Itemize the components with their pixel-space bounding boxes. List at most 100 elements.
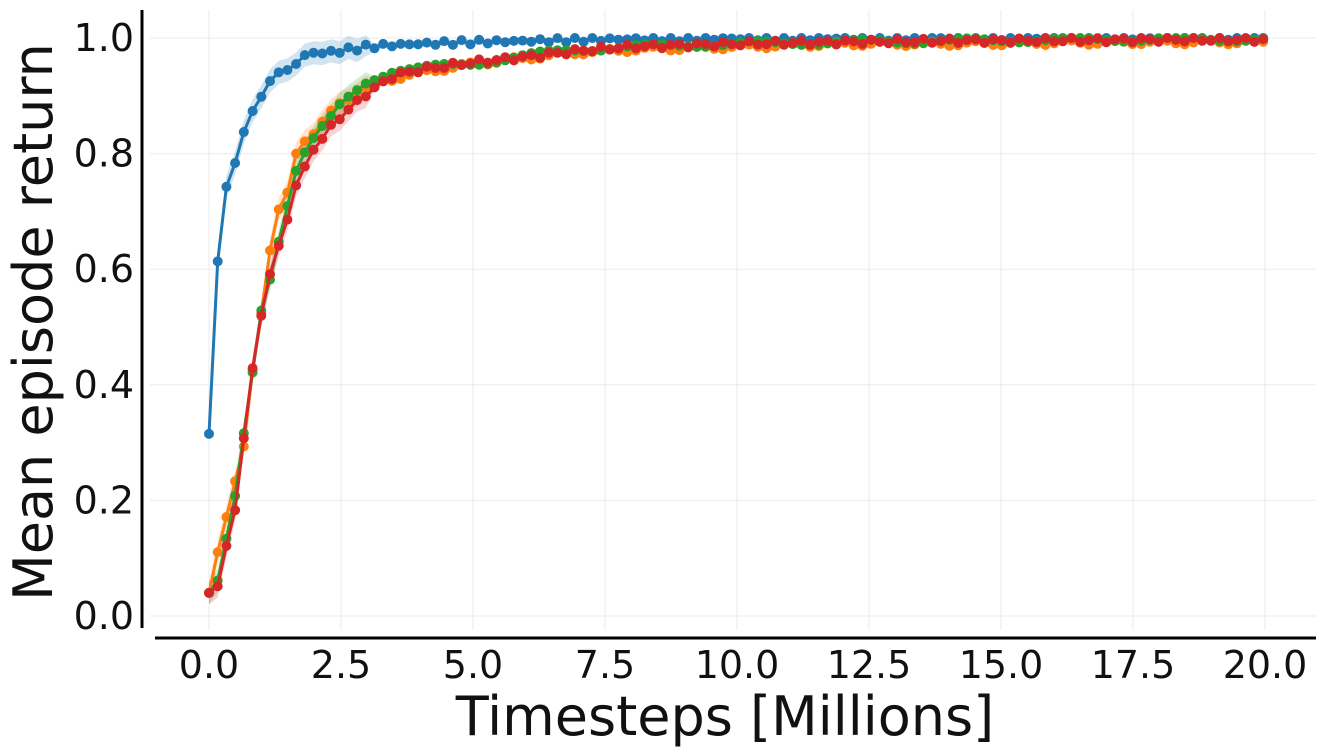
- data-point: [587, 46, 598, 57]
- data-point: [517, 51, 528, 62]
- data-point: [1249, 36, 1260, 47]
- data-point: [787, 38, 798, 48]
- data-point: [1022, 35, 1033, 46]
- data-point: [387, 74, 397, 85]
- data-point: [430, 63, 441, 73]
- data-point: [683, 42, 694, 53]
- data-point: [204, 587, 214, 598]
- data-point: [848, 36, 859, 47]
- data-point: [291, 180, 302, 191]
- data-point: [221, 540, 232, 551]
- data-point: [282, 65, 293, 75]
- data-point: [482, 57, 493, 68]
- data-point: [857, 39, 868, 49]
- data-point: [265, 245, 275, 256]
- data-point: [299, 161, 310, 172]
- series-line-3: [208, 36, 1264, 595]
- data-point: [273, 204, 284, 215]
- data-point: [1188, 33, 1199, 43]
- data-point: [1136, 33, 1147, 44]
- data-point: [1214, 33, 1225, 43]
- data-point: [1031, 37, 1042, 48]
- data-point: [299, 136, 310, 147]
- data-point: [1232, 34, 1242, 45]
- data-point: [613, 34, 624, 45]
- x-tick-label: 15.0: [959, 643, 1044, 687]
- data-point: [613, 43, 624, 54]
- series-line-1: [207, 38, 1264, 594]
- data-point: [639, 41, 650, 52]
- confidence-bands: [209, 35, 1264, 605]
- data-point: [291, 165, 302, 176]
- y-tick-label: 1.0: [74, 16, 134, 60]
- data-point: [378, 76, 389, 87]
- data-point: [604, 33, 615, 44]
- data-point: [604, 44, 615, 55]
- data-point: [517, 35, 528, 46]
- data-point: [761, 39, 772, 50]
- data-point: [465, 39, 476, 50]
- series-line-2: [207, 36, 1264, 594]
- data-point: [447, 39, 458, 50]
- data-point: [369, 75, 380, 86]
- data-point: [212, 581, 223, 592]
- x-tick-label: 10.0: [695, 643, 780, 687]
- data-point: [413, 67, 424, 78]
- data-point: [491, 55, 502, 65]
- y-tick-label: 0.8: [74, 132, 134, 176]
- data-point: [683, 33, 694, 43]
- data-point: [1066, 33, 1077, 43]
- data-point: [238, 127, 249, 137]
- data-point: [1127, 37, 1138, 48]
- data-point: [334, 99, 345, 110]
- x-axis-title: Timesteps [Millions]: [455, 685, 994, 748]
- data-point: [238, 433, 249, 444]
- data-point: [273, 67, 284, 78]
- data-point: [796, 35, 807, 46]
- data-point: [1014, 33, 1025, 44]
- data-point: [343, 104, 354, 115]
- data-point: [265, 76, 275, 87]
- data-point: [526, 50, 537, 61]
- data-point: [674, 39, 685, 50]
- data-point: [317, 121, 328, 131]
- data-point: [831, 39, 842, 50]
- data-point: [334, 47, 345, 58]
- data-point: [944, 33, 955, 44]
- data-point: [561, 49, 572, 60]
- data-point: [813, 36, 824, 47]
- x-tick-label: 12.5: [827, 643, 912, 687]
- data-point: [334, 114, 345, 125]
- data-point: [526, 36, 537, 47]
- data-point: [543, 47, 554, 58]
- data-point: [430, 39, 441, 50]
- data-point: [221, 181, 232, 192]
- data-point: [1153, 36, 1164, 47]
- series-band-3: [209, 35, 1264, 605]
- data-point: [700, 39, 711, 50]
- data-point: [291, 148, 302, 159]
- data-point: [735, 40, 746, 51]
- x-tick-label: 0.0: [179, 643, 239, 687]
- data-point: [1171, 35, 1181, 45]
- data-point: [569, 33, 580, 43]
- data-point: [360, 78, 371, 89]
- data-point: [578, 36, 589, 47]
- data-point: [1083, 35, 1094, 46]
- data-point: [535, 34, 546, 45]
- data-point: [1205, 35, 1216, 46]
- data-point: [299, 50, 310, 61]
- data-point: [256, 91, 267, 102]
- data-point: [369, 43, 380, 54]
- data-point: [474, 54, 485, 65]
- x-tick-label: 2.5: [311, 643, 371, 687]
- data-point: [204, 428, 214, 439]
- y-tick-label: 0.4: [74, 363, 134, 407]
- data-point: [230, 158, 241, 168]
- data-point: [953, 38, 964, 48]
- data-point: [456, 60, 467, 71]
- data-point: [474, 34, 485, 45]
- data-point: [508, 35, 519, 46]
- data-point: [491, 35, 502, 46]
